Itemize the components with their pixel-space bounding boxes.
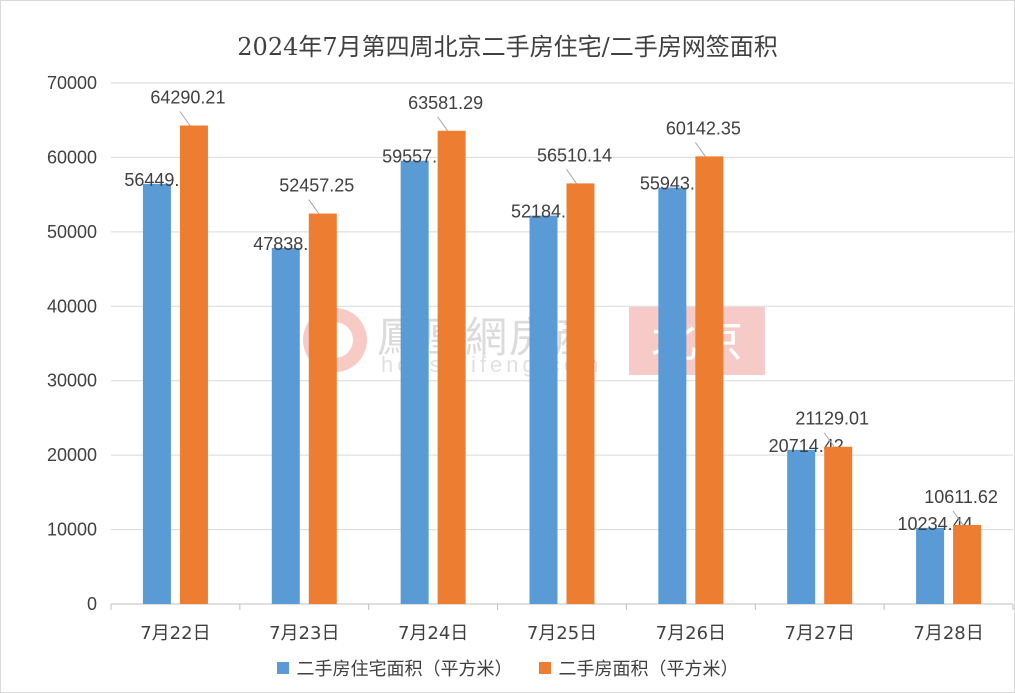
bar-series-0 xyxy=(658,187,687,605)
bar-series-0 xyxy=(787,449,816,604)
legend: 二手房住宅面积（平方米） 二手房面积（平方米） xyxy=(1,655,1014,681)
bar-series-1 xyxy=(308,213,337,604)
y-tick-label: 30000 xyxy=(47,371,97,391)
legend-item-series-0: 二手房住宅面积（平方米） xyxy=(276,655,513,681)
y-tick-label: 10000 xyxy=(47,520,97,540)
data-label-leader xyxy=(566,169,577,184)
bar-series-1 xyxy=(824,446,853,604)
y-tick-label: 50000 xyxy=(47,222,97,242)
data-label: 64290.21 xyxy=(150,87,225,107)
legend-swatch-series-1 xyxy=(538,662,551,674)
x-tick-label: 7月25日 xyxy=(527,623,597,644)
y-tick-label: 70000 xyxy=(47,73,97,93)
x-tick-label: 7月22日 xyxy=(140,623,210,644)
y-tick-label: 0 xyxy=(87,594,97,614)
data-label-leader xyxy=(952,510,964,526)
data-label-leader xyxy=(437,116,449,132)
data-label: 63581.29 xyxy=(408,93,483,113)
y-tick-label: 40000 xyxy=(47,296,97,316)
bar-series-0 xyxy=(916,527,945,604)
bar-series-1 xyxy=(179,125,208,604)
x-tick-label: 7月23日 xyxy=(269,623,339,644)
bar-series-1 xyxy=(566,183,595,604)
data-label-leader xyxy=(308,199,320,214)
data-label: 56510.14 xyxy=(537,145,612,165)
bar-series-0 xyxy=(271,247,300,604)
bar-series-0 xyxy=(400,160,429,604)
x-tick-label: 7月24日 xyxy=(398,623,468,644)
legend-item-series-1: 二手房面积（平方米） xyxy=(538,655,739,681)
data-label: 52457.25 xyxy=(279,176,354,196)
legend-swatch-series-0 xyxy=(276,662,289,674)
bar-series-1 xyxy=(695,156,724,604)
y-tick-label: 60000 xyxy=(47,147,97,167)
x-tick-label: 7月28日 xyxy=(913,623,983,644)
legend-label-series-1: 二手房面积（平方米） xyxy=(558,659,739,680)
data-label: 21129.01 xyxy=(795,409,869,429)
data-label-leader xyxy=(823,432,835,448)
bar-series-0 xyxy=(142,183,171,604)
x-tick-label: 7月27日 xyxy=(785,623,855,644)
bar-series-0 xyxy=(529,215,558,605)
y-tick-label: 20000 xyxy=(47,445,97,465)
bar-series-1 xyxy=(437,130,466,604)
data-label-leader xyxy=(694,142,706,157)
data-label: 60142.35 xyxy=(666,118,741,138)
bar-series-1 xyxy=(953,525,982,604)
legend-label-series-0: 二手房住宅面积（平方米） xyxy=(296,659,513,680)
data-label: 10611.62 xyxy=(924,487,998,507)
chart-title: 2024年7月第四周北京二手房住宅/二手房网签面积 xyxy=(237,33,778,61)
x-tick-label: 7月26日 xyxy=(656,623,726,644)
data-label-leader xyxy=(179,111,191,126)
